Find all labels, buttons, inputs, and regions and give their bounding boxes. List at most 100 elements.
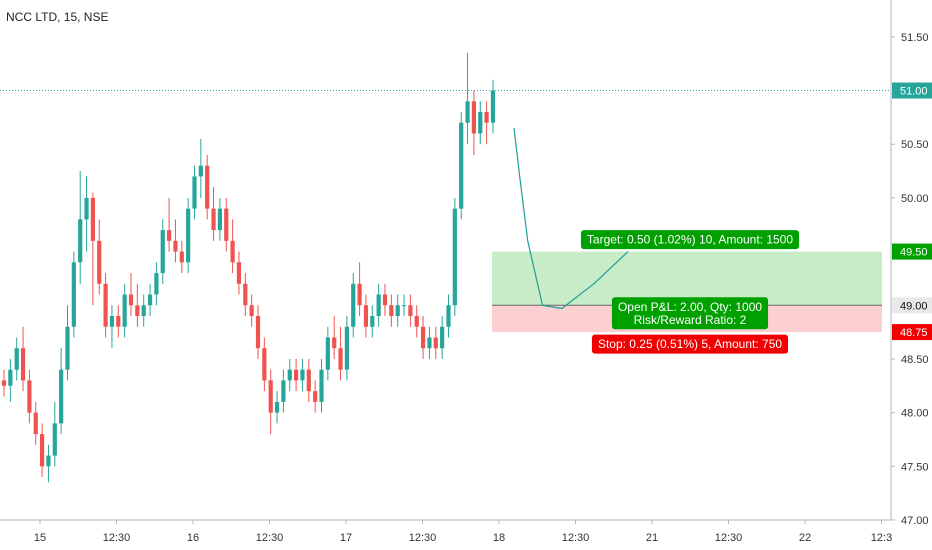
candle-body: [192, 176, 197, 209]
candle-body: [401, 305, 407, 307]
candle: [40, 423, 45, 478]
candles-layer: [0, 52, 891, 483]
price-tick-label: 48.00: [901, 408, 929, 420]
candle-body: [128, 294, 134, 306]
candle: [490, 79, 496, 134]
last-price-badge-box: [892, 82, 932, 99]
candle: [306, 358, 311, 402]
candle-body: [452, 208, 457, 306]
candle-body: [1, 380, 7, 386]
candle-body: [459, 122, 464, 209]
candle: [465, 52, 470, 145]
candle-body: [109, 316, 115, 327]
candle-body: [167, 230, 172, 241]
candle: [236, 251, 242, 295]
candle-body: [319, 369, 324, 402]
candle-body: [306, 369, 311, 392]
projection-curve: [513, 128, 629, 310]
candle: [274, 391, 280, 424]
candle-body: [268, 380, 273, 413]
candle: [471, 90, 476, 155]
candle: [382, 283, 388, 316]
time-tick-label: 12:30: [562, 532, 590, 544]
candle-body: [8, 369, 13, 386]
candle-body: [382, 294, 388, 306]
target-label[interactable]: Target: 0.50 (1.02%) 10, Amount: 1500: [580, 230, 800, 250]
stop-price-badge-box: [892, 324, 932, 341]
candle: [46, 444, 51, 483]
candle-body: [97, 240, 102, 284]
candle-body: [421, 326, 426, 349]
candle-body: [179, 251, 184, 263]
candle: [255, 305, 261, 359]
candle: [1, 369, 7, 397]
candle: [484, 101, 489, 145]
time-tick-label: 16: [187, 532, 199, 544]
price-tick-label: 47.50: [901, 461, 929, 473]
candle: [351, 273, 356, 338]
candle: [217, 197, 222, 241]
position-projection[interactable]: Target: 0.50 (1.02%) 10, Amount: 1500 Ope…: [492, 128, 882, 354]
candle: [167, 197, 172, 252]
candle-body: [160, 230, 165, 274]
candle: [230, 219, 235, 274]
target-price-badge: 49.50: [892, 243, 932, 260]
candle: [160, 219, 165, 284]
candle: [103, 273, 108, 338]
candle-body: [243, 283, 248, 306]
candle: [128, 273, 134, 316]
candle-body: [325, 337, 330, 370]
candle: [427, 326, 432, 359]
candle: [376, 283, 381, 327]
candle: [243, 273, 248, 316]
candle-body: [65, 326, 70, 370]
candle-body: [116, 316, 121, 327]
candle-body: [59, 369, 64, 424]
candle-body: [414, 316, 419, 327]
candle: [294, 358, 299, 392]
candle-body: [154, 273, 159, 295]
time-tick-label: 12:30: [715, 532, 743, 544]
stop-label[interactable]: Stop: 0.25 (0.51%) 5, Amount: 750: [591, 334, 789, 354]
candle: [109, 305, 115, 349]
candle-body: [395, 305, 400, 316]
time-axis[interactable]: 15 12:30 16 12:30 17 12:30 18 12:30 21 12:30 22 12:…: [34, 520, 892, 544]
target-price-badge-box: [892, 243, 932, 260]
candle-body: [40, 434, 45, 467]
candle-body: [465, 101, 470, 123]
candle: [33, 401, 38, 445]
candle: [395, 294, 400, 327]
candle: [154, 262, 159, 306]
candle-body: [351, 283, 356, 327]
candle-body: [344, 326, 349, 370]
time-tick-label: 22: [799, 532, 811, 544]
candle-body: [338, 348, 343, 370]
candle-body: [370, 316, 375, 327]
candle: [198, 138, 203, 198]
candle-body: [427, 337, 432, 349]
candle-body: [186, 208, 191, 263]
target-label-box: [580, 230, 800, 250]
candle-body: [389, 305, 394, 316]
candle: [224, 197, 229, 252]
candle: [319, 358, 324, 413]
candle: [186, 197, 191, 274]
price-tick-label: 50.50: [901, 139, 929, 151]
candle-body: [440, 326, 445, 349]
candle: [116, 305, 121, 338]
time-tick-label: 12:30: [103, 532, 131, 544]
target-label-text: Target: 0.50 (1.02%) 10, Amount: 1500: [587, 233, 793, 247]
target-zone[interactable]: [492, 251, 882, 306]
price-tick-label: 51.50: [901, 32, 929, 44]
candle-body: [287, 369, 292, 381]
candle-body: [274, 401, 280, 413]
candle: [59, 348, 64, 435]
candle: [459, 112, 464, 220]
price-axis[interactable]: 47.00 47.50 48.00 48.50 50.00 50.50 51.50: [891, 32, 929, 527]
time-tick-label: 15: [34, 532, 46, 544]
candle: [205, 154, 210, 220]
entry-price-badge: 49.00: [892, 297, 932, 314]
time-tick-label: 21: [646, 532, 658, 544]
